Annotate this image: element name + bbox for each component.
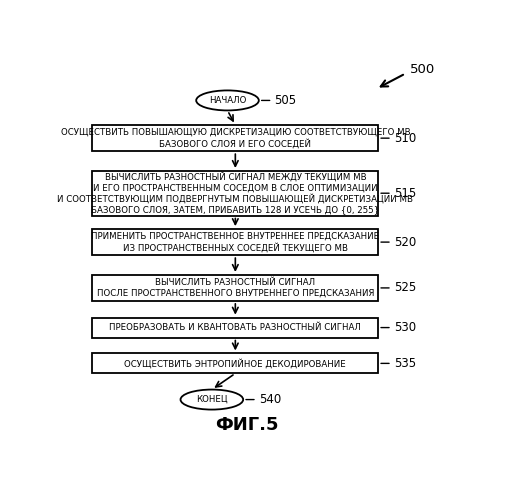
- Text: ПРЕОБРАЗОВАТЬ И КВАНТОВАТЬ РАЗНОСТНЫЙ СИГНАЛ: ПРЕОБРАЗОВАТЬ И КВАНТОВАТЬ РАЗНОСТНЫЙ СИ…: [110, 323, 361, 332]
- Text: ПРИМЕНИТЬ ПРОСТРАНСТВЕННОЕ ВНУТРЕННЕЕ ПРЕДСКАЗАНИЕ
ИЗ ПРОСТРАНСТВЕННЫХ СОСЕДЕЙ Т: ПРИМЕНИТЬ ПРОСТРАНСТВЕННОЕ ВНУТРЕННЕЕ ПР…: [91, 232, 379, 252]
- Text: 530: 530: [394, 321, 416, 334]
- Text: ОСУЩЕСТВИТЬ ЭНТРОПИЙНОЕ ДЕКОДИРОВАНИЕ: ОСУЩЕСТВИТЬ ЭНТРОПИЙНОЕ ДЕКОДИРОВАНИЕ: [124, 358, 346, 368]
- Ellipse shape: [181, 390, 243, 409]
- FancyBboxPatch shape: [92, 275, 378, 301]
- Text: 540: 540: [259, 393, 281, 406]
- Ellipse shape: [196, 90, 259, 110]
- FancyBboxPatch shape: [92, 354, 378, 374]
- FancyBboxPatch shape: [92, 125, 378, 151]
- FancyBboxPatch shape: [92, 229, 378, 255]
- FancyBboxPatch shape: [92, 318, 378, 338]
- Text: ВЫЧИСЛИТЬ РАЗНОСТНЫЙ СИГНАЛ МЕЖДУ ТЕКУЩИМ МВ
И ЕГО ПРОСТРАНСТВЕННЫМ СОСЕДОМ В СЛ: ВЫЧИСЛИТЬ РАЗНОСТНЫЙ СИГНАЛ МЕЖДУ ТЕКУЩИ…: [58, 172, 413, 214]
- Text: ВЫЧИСЛИТЬ РАЗНОСТНЫЙ СИГНАЛ
ПОСЛЕ ПРОСТРАНСТВЕННОГО ВНУТРЕННЕГО ПРЕДСКАЗАНИЯ: ВЫЧИСЛИТЬ РАЗНОСТНЫЙ СИГНАЛ ПОСЛЕ ПРОСТР…: [96, 278, 374, 297]
- Text: ОСУЩЕСТВИТЬ ПОВЫШАЮЩУЮ ДИСКРЕТИЗАЦИЮ СООТВЕТСТВУЮЩЕГО МВ
БАЗОВОГО СЛОЯ И ЕГО СОС: ОСУЩЕСТВИТЬ ПОВЫШАЮЩУЮ ДИСКРЕТИЗАЦИЮ СОО…: [61, 128, 410, 148]
- Text: 525: 525: [394, 282, 416, 294]
- Text: 500: 500: [410, 63, 435, 76]
- Text: КОНЕЦ: КОНЕЦ: [196, 395, 228, 404]
- Text: НАЧАЛО: НАЧАЛО: [209, 96, 246, 105]
- Text: 510: 510: [394, 132, 416, 144]
- Text: 515: 515: [394, 186, 416, 200]
- Text: 505: 505: [275, 94, 296, 107]
- Text: 520: 520: [394, 236, 416, 248]
- Text: ФИГ.5: ФИГ.5: [215, 416, 279, 434]
- FancyBboxPatch shape: [92, 171, 378, 216]
- Text: 535: 535: [394, 357, 416, 370]
